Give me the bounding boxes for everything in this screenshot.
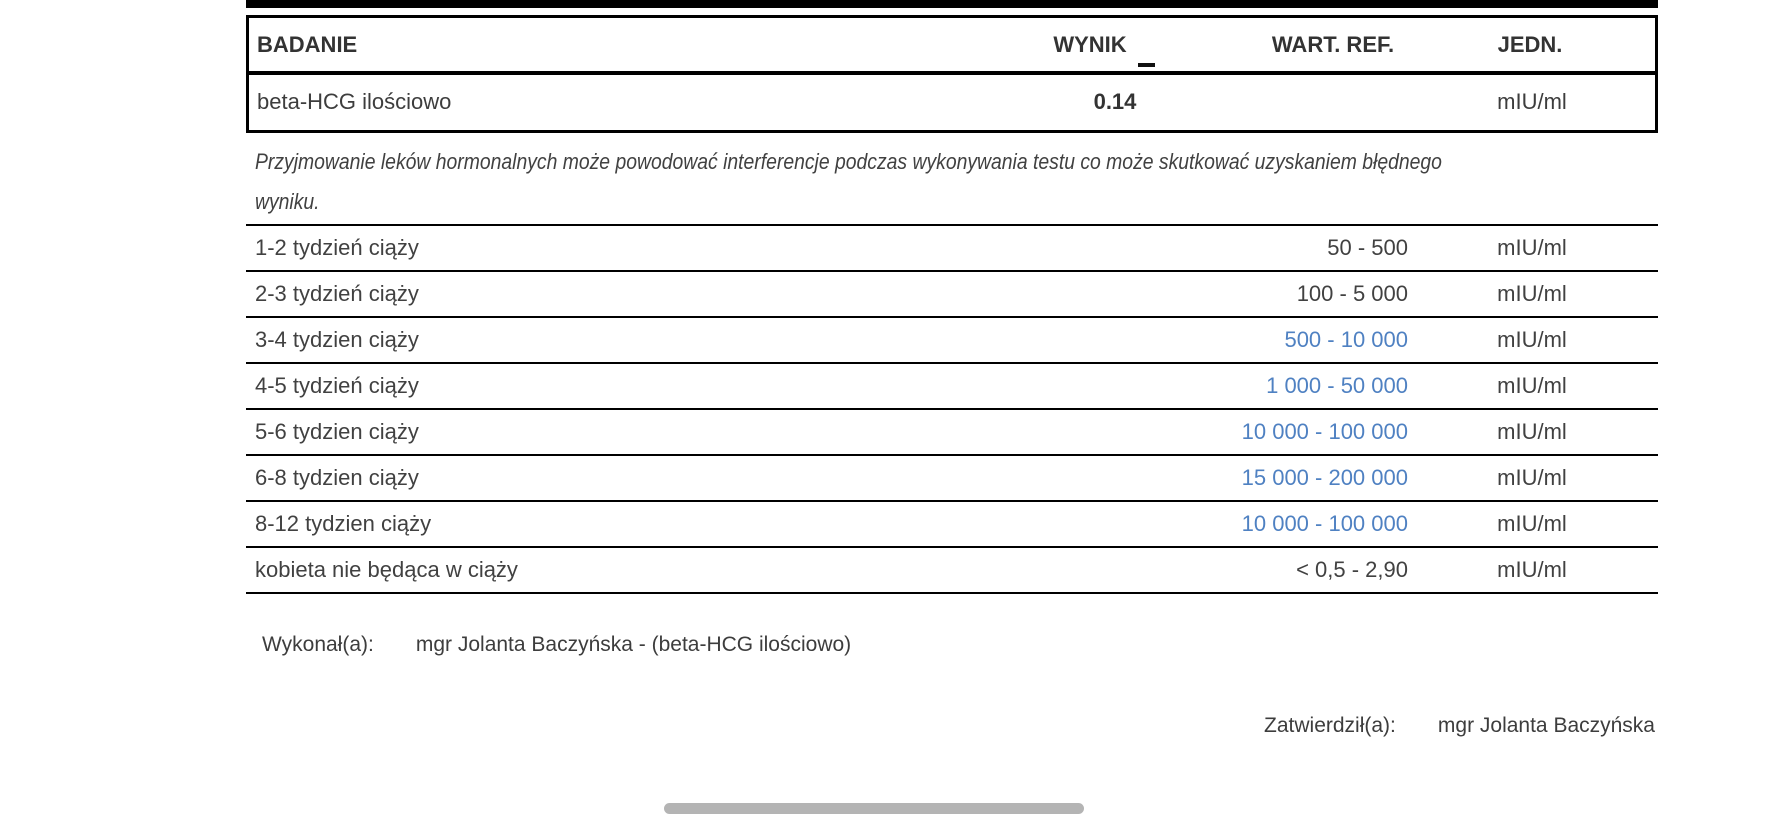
reference-unit: mIU/ml	[1497, 465, 1567, 490]
column-header-badanie: BADANIE	[257, 31, 358, 57]
test-result-value: 0.14	[1093, 89, 1137, 114]
reference-range: 500 - 10 000	[1284, 327, 1408, 352]
result-table: BADANIE WYNIK WART. REF. JEDN. beta-HCG …	[246, 15, 1658, 133]
reference-unit: mIU/ml	[1497, 235, 1567, 260]
underscore-dash-icon	[1138, 63, 1155, 67]
column-header-jedn: JEDN.	[1497, 31, 1563, 57]
reference-label: 2-3 tydzień ciąży	[255, 281, 419, 306]
reference-row: 2-3 tydzień ciąży 100 - 5 000 mIU/ml	[246, 270, 1658, 316]
reference-label: 3-4 tydzien ciąży	[255, 327, 419, 352]
reference-range: < 0,5 - 2,90	[1296, 557, 1408, 582]
previous-table-bottom-border	[246, 0, 1658, 8]
reference-row: 6-8 tydzien ciąży 15 000 - 200 000 mIU/m…	[246, 454, 1658, 500]
column-header-wynik: WYNIK	[1053, 31, 1127, 57]
reference-range: 1 000 - 50 000	[1266, 373, 1408, 398]
reference-row: 8-12 tydzien ciąży 10 000 - 100 000 mIU/…	[246, 500, 1658, 546]
approved-by-value: mgr Jolanta Baczyńska	[1437, 714, 1655, 737]
interference-note: Przyjmowanie leków hormonalnych może pow…	[255, 142, 1604, 222]
performed-by-line: Wykonał(a): mgr Jolanta Baczyńska - (bet…	[262, 633, 851, 657]
test-name: beta-HCG ilościowo	[257, 89, 452, 114]
reference-table: 1-2 tydzień ciąży 50 - 500 mIU/ml 2-3 ty…	[246, 224, 1658, 594]
reference-unit: mIU/ml	[1497, 511, 1567, 536]
reference-range: 100 - 5 000	[1296, 281, 1408, 306]
column-header-wart-ref: WART. REF.	[1271, 31, 1395, 57]
reference-range: 10 000 - 100 000	[1241, 419, 1408, 444]
reference-row: 5-6 tydzien ciąży 10 000 - 100 000 mIU/m…	[246, 408, 1658, 454]
reference-row: 4-5 tydzień ciąży 1 000 - 50 000 mIU/ml	[246, 362, 1658, 408]
reference-unit: mIU/ml	[1497, 557, 1567, 582]
reference-label: 8-12 tydzien ciąży	[255, 511, 432, 536]
reference-label: 5-6 tydzien ciąży	[255, 419, 419, 444]
test-unit: mIU/ml	[1497, 89, 1567, 114]
approved-by-line: Zatwierdził(a): mgr Jolanta Baczyńska	[1264, 714, 1655, 738]
reference-unit: mIU/ml	[1497, 373, 1567, 398]
approved-by-label: Zatwierdził(a):	[1264, 714, 1396, 737]
reference-label: 6-8 tydzien ciąży	[255, 465, 419, 490]
reference-range: 50 - 500	[1327, 235, 1408, 260]
result-row: beta-HCG ilościowo 0.14 mIU/ml	[249, 75, 1655, 129]
performed-by-value: mgr Jolanta Baczyńska - (beta-HCG ilości…	[415, 633, 852, 656]
note-line-2: wyniku.	[255, 189, 320, 214]
reference-label: kobieta nie będąca w ciąży	[255, 557, 518, 582]
note-line-1: Przyjmowanie leków hormonalnych może pow…	[255, 149, 1442, 174]
reference-unit: mIU/ml	[1497, 281, 1567, 306]
reference-label: 1-2 tydzień ciąży	[255, 235, 419, 260]
performed-by-label: Wykonał(a):	[262, 633, 374, 656]
reference-range: 15 000 - 200 000	[1241, 465, 1408, 490]
reference-range: 10 000 - 100 000	[1241, 511, 1408, 536]
reference-row: 1-2 tydzień ciąży 50 - 500 mIU/ml	[246, 224, 1658, 270]
horizontal-scrollbar-thumb[interactable]	[664, 803, 1084, 814]
reference-row: 3-4 tydzien ciąży 500 - 10 000 mIU/ml	[246, 316, 1658, 362]
reference-unit: mIU/ml	[1497, 419, 1567, 444]
reference-row: kobieta nie będąca w ciąży < 0,5 - 2,90 …	[246, 546, 1658, 592]
reference-unit: mIU/ml	[1497, 327, 1567, 352]
reference-label: 4-5 tydzień ciąży	[255, 373, 419, 398]
result-table-header: BADANIE WYNIK WART. REF. JEDN.	[249, 18, 1655, 75]
